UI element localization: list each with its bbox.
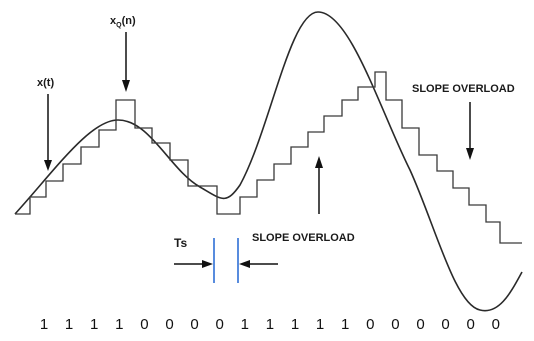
slope-overload-label-right: SLOPE OVERLOAD [412, 83, 515, 95]
bit-13: 0 [366, 316, 374, 333]
bit-15: 0 [416, 316, 424, 333]
bit-7: 0 [216, 316, 224, 333]
bit-12: 1 [341, 316, 349, 333]
xq-n-label: xQ(n) [110, 15, 136, 29]
staircase-approximation [15, 71, 522, 244]
bit-8: 1 [241, 316, 249, 333]
bit-17: 0 [467, 316, 475, 333]
x-t-label: x(t) [37, 77, 54, 89]
slope-overload-label-middle: SLOPE OVERLOAD [252, 232, 355, 244]
xq-n-arrowhead-icon [122, 80, 130, 92]
slope-overload-middle-arrowhead-icon [315, 156, 323, 168]
bit-2: 1 [90, 316, 98, 333]
analog-signal-curve [14, 11, 523, 312]
bit-6: 0 [190, 316, 198, 333]
bit-9: 1 [266, 316, 274, 333]
bit-5: 0 [165, 316, 173, 333]
ts-label: Ts [174, 236, 187, 250]
bit-11: 1 [316, 316, 324, 333]
bit-18: 0 [492, 316, 500, 333]
bit-10: 1 [291, 316, 299, 333]
x-t-arrowhead-icon [44, 160, 52, 171]
ts-left-arrowhead-icon [202, 260, 213, 268]
bit-14: 0 [391, 316, 399, 333]
bit-3: 1 [115, 316, 123, 333]
ts-right-arrowhead-icon [239, 260, 250, 268]
bit-1: 1 [65, 316, 73, 333]
bit-16: 0 [441, 316, 449, 333]
bit-4: 0 [140, 316, 148, 333]
slope-overload-right-arrowhead-icon [466, 148, 474, 160]
bit-0: 1 [40, 316, 48, 333]
